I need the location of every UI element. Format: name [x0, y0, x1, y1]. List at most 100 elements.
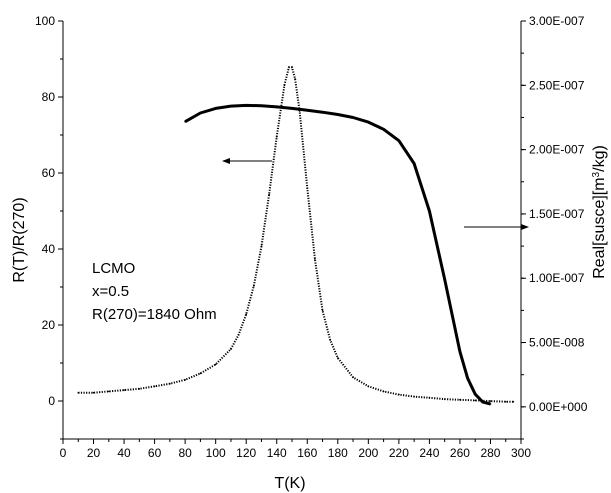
susceptibility-point — [288, 66, 290, 69]
resistance-point — [382, 128, 385, 131]
resistance-point — [306, 109, 309, 112]
susceptibility-point — [138, 388, 141, 390]
susceptibility-point — [443, 398, 446, 400]
x-tick-label: 260 — [450, 446, 470, 460]
susceptibility-point — [268, 193, 270, 196]
right-y-tick-label: 5.00E-008 — [529, 336, 585, 350]
susceptibility-point — [291, 66, 293, 69]
susceptibility-point — [294, 78, 296, 80]
left-y-tick-label: 0 — [48, 394, 55, 408]
susceptibility-curve — [78, 66, 514, 403]
resistance-point — [474, 393, 477, 396]
resistance-point — [199, 112, 202, 114]
resistance-point — [352, 116, 354, 119]
susceptibility-point — [298, 110, 301, 112]
right-y-axis-title-main: Real[susce][m — [591, 177, 608, 278]
right-y-axis-title-end: /kg) — [591, 145, 608, 172]
left-y-tick-label: 60 — [42, 166, 56, 180]
annotation-doping: x=0.5 — [92, 283, 129, 300]
susceptibility-point — [92, 391, 95, 394]
x-tick-label: 60 — [148, 446, 162, 460]
susceptibility-point — [504, 400, 507, 403]
right-y-tick-label: 1.00E-007 — [529, 271, 585, 285]
left-y-tick-label: 20 — [42, 318, 56, 332]
resistance-point — [428, 210, 431, 212]
resistance-point — [489, 403, 492, 405]
x-axis-title: T(K) — [274, 475, 305, 492]
susceptibility-point — [413, 395, 415, 398]
susceptibility-point — [306, 187, 309, 189]
annotation-resistance: R(270)=1840 Ohm — [92, 306, 217, 323]
x-tick-label: 0 — [60, 446, 67, 460]
plot-frame — [62, 21, 522, 440]
susceptibility-point — [77, 391, 80, 394]
left-y-axis: 0 20 40 60 80 100 — [35, 14, 63, 440]
susceptibility-point — [512, 400, 515, 403]
resistance-point — [291, 107, 293, 110]
susceptibility-point — [367, 385, 370, 388]
susceptibility-point — [329, 339, 332, 341]
resistance-point — [184, 120, 186, 123]
susceptibility-point — [108, 390, 110, 393]
susceptibility-point — [428, 397, 431, 399]
resistance-point — [275, 106, 278, 108]
susceptibility-point — [459, 399, 461, 401]
left-y-tick-label: 100 — [35, 14, 55, 28]
resistance-point — [245, 104, 247, 107]
resistance-point — [260, 104, 263, 107]
susceptibility-point — [398, 393, 400, 396]
susceptibility-point — [245, 313, 247, 316]
x-tick-label: 220 — [389, 446, 409, 460]
x-tick-label: 40 — [117, 446, 131, 460]
left-y-tick-label: 40 — [42, 242, 56, 256]
susceptibility-point — [253, 285, 255, 287]
right-axis-arrowhead — [521, 224, 529, 230]
susceptibility-point — [314, 258, 316, 260]
right-y-axis: 0.00E+000 5.00E-008 1.00E-007 1.50E-007 2.00… — [521, 14, 588, 440]
susceptibility-point — [184, 379, 186, 381]
susceptibility-point — [230, 348, 232, 350]
resistance-point — [367, 121, 370, 123]
left-y-axis-title: R(T)/R(270) — [11, 197, 28, 282]
susceptibility-point — [237, 334, 240, 336]
x-tick-label: 180 — [328, 446, 348, 460]
x-axis: 0 20 40 60 80 100 120 140 160 180 200 220 240 260 280 3… — [60, 439, 531, 460]
axis-indicator-arrows — [222, 158, 529, 230]
x-tick-label: 280 — [480, 446, 500, 460]
right-y-tick-label: 2.00E-007 — [529, 143, 585, 157]
x-tick-label: 200 — [358, 446, 378, 460]
resistance-point — [321, 111, 324, 113]
susceptibility-point — [474, 399, 477, 402]
x-tick-label: 100 — [206, 446, 226, 460]
susceptibility-point — [489, 400, 492, 402]
right-y-tick-label: 1.50E-007 — [529, 207, 585, 221]
annotation-sample: LCMO — [92, 260, 135, 277]
right-y-axis-title: Real[susce][m3/kg) — [591, 145, 609, 279]
resistance-point — [459, 350, 461, 353]
right-y-tick-label: 3.00E-007 — [529, 14, 585, 28]
susceptibility-point — [260, 245, 263, 247]
x-tick-label: 140 — [267, 446, 287, 460]
susceptibility-point — [337, 357, 339, 359]
susceptibility-point — [153, 385, 156, 388]
x-tick-label: 120 — [236, 446, 256, 460]
resistance-point — [230, 105, 232, 107]
x-tick-label: 80 — [178, 446, 192, 460]
resistance-point — [413, 162, 415, 165]
right-y-tick-label: 0.00E+000 — [529, 400, 588, 414]
right-y-axis-title-sup: 3 — [591, 171, 602, 177]
series-layer — [77, 66, 515, 406]
susceptibility-point — [352, 376, 354, 379]
resistance-point — [398, 139, 400, 142]
x-tick-label: 20 — [87, 446, 101, 460]
right-y-tick-label: 2.50E-007 — [529, 78, 585, 92]
x-tick-label: 160 — [297, 446, 317, 460]
resistance-point — [337, 113, 339, 116]
left-axis-arrowhead — [222, 158, 230, 164]
resistance-point — [443, 278, 446, 281]
susceptibility-point — [214, 363, 217, 366]
left-y-tick-label: 80 — [42, 90, 56, 104]
susceptibility-point — [123, 389, 125, 391]
resistance-point — [214, 107, 217, 110]
susceptibility-point — [275, 136, 278, 138]
